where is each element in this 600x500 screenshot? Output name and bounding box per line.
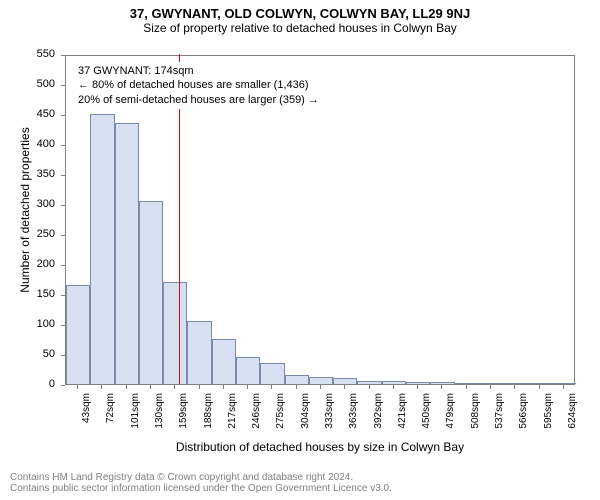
y-tick-mark (61, 235, 65, 236)
y-tick-label: 500 (0, 78, 55, 90)
x-tick-label: 304sqm (300, 393, 311, 443)
histogram-bar (430, 382, 454, 384)
x-tick-label: 188sqm (203, 393, 214, 443)
histogram-bar (503, 383, 527, 384)
x-tick-mark (223, 385, 224, 389)
x-tick-label: 43sqm (81, 393, 92, 443)
x-tick-mark (417, 385, 418, 389)
x-tick-label: 450sqm (421, 393, 432, 443)
x-tick-mark (466, 385, 467, 389)
x-tick-label: 479sqm (445, 393, 456, 443)
x-tick-mark (539, 385, 540, 389)
x-tick-mark (563, 385, 564, 389)
annotation-text: ← 80% of detached houses are smaller (1,… (78, 78, 319, 92)
y-tick-mark (61, 85, 65, 86)
y-tick-label: 100 (0, 318, 55, 330)
y-tick-mark (61, 145, 65, 146)
y-tick-mark (61, 385, 65, 386)
y-tick-mark (61, 205, 65, 206)
x-tick-mark (369, 385, 370, 389)
x-tick-mark (101, 385, 102, 389)
x-tick-mark (441, 385, 442, 389)
x-tick-label: 421sqm (397, 393, 408, 443)
histogram-bar (90, 114, 114, 384)
histogram-bar (455, 383, 479, 384)
histogram-bar (333, 378, 357, 384)
histogram-bar (212, 339, 236, 384)
y-tick-label: 50 (0, 348, 55, 360)
x-tick-label: 566sqm (518, 393, 529, 443)
histogram-bar (527, 383, 551, 384)
footer-line1: Contains HM Land Registry data © Crown c… (10, 472, 392, 483)
x-tick-mark (344, 385, 345, 389)
x-tick-label: 392sqm (373, 393, 384, 443)
y-tick-mark (61, 265, 65, 266)
y-tick-mark (61, 55, 65, 56)
x-tick-mark (150, 385, 151, 389)
annotation-text: 20% of semi-detached houses are larger (… (78, 93, 319, 107)
x-tick-label: 595sqm (543, 393, 554, 443)
histogram-bar (552, 383, 576, 384)
y-tick-mark (61, 295, 65, 296)
x-tick-mark (247, 385, 248, 389)
y-tick-mark (61, 175, 65, 176)
x-tick-mark (393, 385, 394, 389)
histogram-bar (260, 363, 284, 384)
x-tick-label: 101sqm (130, 393, 141, 443)
x-tick-label: 275sqm (275, 393, 286, 443)
histogram-bar (163, 282, 187, 384)
x-tick-mark (126, 385, 127, 389)
histogram-bar (139, 201, 163, 384)
y-axis-label: Number of detached properties (18, 110, 32, 310)
footer: Contains HM Land Registry data © Crown c… (10, 472, 392, 494)
footer-line2: Contains public sector information licen… (10, 483, 392, 494)
x-tick-label: 508sqm (470, 393, 481, 443)
x-tick-label: 246sqm (251, 393, 262, 443)
y-tick-label: 0 (0, 378, 55, 390)
x-axis-label: Distribution of detached houses by size … (65, 440, 575, 454)
y-tick-label: 550 (0, 48, 55, 60)
histogram-bar (66, 285, 90, 384)
histogram-bar (309, 377, 333, 384)
x-tick-label: 537sqm (494, 393, 505, 443)
histogram-bar (285, 375, 309, 384)
histogram-bar (479, 383, 503, 384)
x-tick-label: 333sqm (324, 393, 335, 443)
histogram-bar (187, 321, 211, 384)
x-tick-mark (174, 385, 175, 389)
histogram-bar (382, 381, 406, 384)
x-tick-label: 72sqm (105, 393, 116, 443)
x-tick-mark (490, 385, 491, 389)
x-tick-label: 130sqm (154, 393, 165, 443)
annotation-box: 37 GWYNANT: 174sqm← 80% of detached hous… (74, 62, 323, 109)
x-tick-mark (199, 385, 200, 389)
x-tick-label: 217sqm (227, 393, 238, 443)
title-main: 37, GWYNANT, OLD COLWYN, COLWYN BAY, LL2… (0, 0, 600, 21)
x-tick-label: 624sqm (567, 393, 578, 443)
y-tick-mark (61, 325, 65, 326)
x-tick-mark (271, 385, 272, 389)
x-tick-label: 159sqm (178, 393, 189, 443)
plot-area: 37 GWYNANT: 174sqm← 80% of detached hous… (65, 55, 575, 385)
x-tick-label: 363sqm (348, 393, 359, 443)
x-tick-mark (514, 385, 515, 389)
title-sub: Size of property relative to detached ho… (0, 21, 600, 35)
y-tick-mark (61, 115, 65, 116)
x-tick-mark (296, 385, 297, 389)
histogram-bar (236, 357, 260, 384)
annotation-text: 37 GWYNANT: 174sqm (78, 64, 319, 78)
histogram-bar (115, 123, 139, 384)
y-tick-mark (61, 355, 65, 356)
x-tick-mark (320, 385, 321, 389)
histogram-bar (406, 382, 430, 384)
histogram-bar (357, 381, 381, 384)
x-tick-mark (77, 385, 78, 389)
